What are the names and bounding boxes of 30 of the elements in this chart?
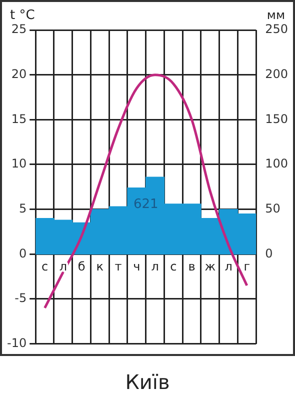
y-tick-label: 20	[11, 66, 27, 81]
y2-tick-label: 50	[265, 201, 280, 216]
y2-axis-title: мм	[266, 8, 285, 22]
text: Київ	[124, 370, 171, 394]
y-tick-label: 15	[11, 112, 27, 126]
x-tick-label: ч	[133, 260, 140, 274]
x-tick-label: л	[151, 260, 159, 274]
y-tick-label: -5	[14, 291, 27, 306]
x-tick-label: б	[78, 260, 86, 274]
x-tick-label: ж	[204, 260, 216, 274]
y2-tick-label: 200	[265, 66, 288, 81]
y2-tick-label: 250	[265, 22, 288, 36]
x-tick-label: в	[188, 260, 196, 274]
x-tick-label: г	[244, 260, 250, 274]
y2-tick-label: 0	[265, 246, 273, 260]
line-series	[44, 74, 248, 310]
x-tick-label: с	[41, 260, 48, 274]
x-tick-label: с	[170, 260, 177, 274]
annotation: 621	[133, 197, 158, 212]
y-tick-label: 0	[18, 246, 27, 260]
y2-tick-label: 100	[265, 156, 288, 171]
x-tick-label: л	[224, 260, 232, 274]
y-tick-label: 5	[18, 201, 27, 216]
y2-tick-label: 150	[265, 112, 288, 126]
y-tick-label: -10	[6, 336, 27, 350]
y-tick-label: 25	[11, 22, 27, 36]
x-tick-label: к	[96, 260, 104, 274]
y-tick-label: 10	[11, 156, 27, 171]
x-tick-label: т	[114, 260, 122, 274]
y-axis-title: t °C	[10, 8, 35, 23]
